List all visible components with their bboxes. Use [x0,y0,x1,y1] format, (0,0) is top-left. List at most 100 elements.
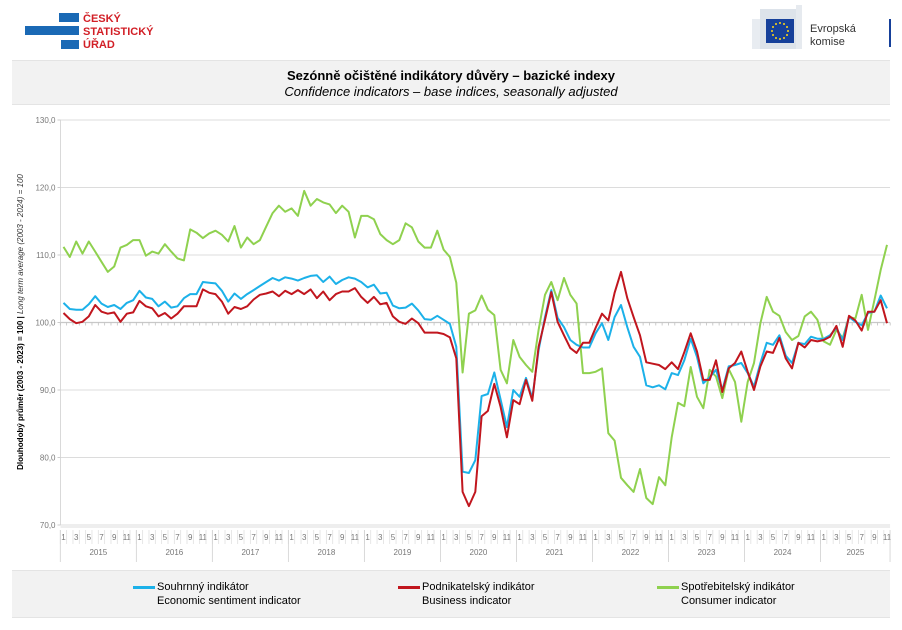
x-month-label: 1 [821,533,826,542]
x-month-label: 7 [327,533,332,542]
x-month-label: 5 [163,533,168,542]
x-month-label: 3 [606,533,611,542]
x-month-label: 7 [783,533,788,542]
x-month-label: 7 [707,533,712,542]
x-month-label: 5 [695,533,700,542]
x-year-label: 2020 [470,548,488,557]
x-month-label: 3 [226,533,231,542]
csu-logo-line1: ČESKÝ [83,12,122,25]
x-year-label: 2021 [546,548,564,557]
x-month-label: 7 [99,533,104,542]
x-month-label: 11 [503,533,512,542]
x-month-label: 7 [555,533,560,542]
x-month-label: 3 [302,533,307,542]
x-month-label: 5 [771,533,776,542]
x-month-label: 11 [579,533,588,542]
x-year-label: 2019 [394,548,412,557]
x-month-label: 1 [365,533,370,542]
x-month-label: 1 [61,533,66,542]
x-month-label: 7 [175,533,180,542]
x-month-label: 3 [150,533,155,542]
x-month-label: 9 [264,533,269,542]
y-tick-label: 90,0 [40,386,56,395]
x-month-label: 9 [568,533,573,542]
x-month-label: 3 [834,533,839,542]
x-month-label: 5 [315,533,320,542]
x-month-label: 5 [543,533,548,542]
x-month-label: 5 [391,533,396,542]
x-year-label: 2015 [89,548,107,557]
x-month-label: 9 [720,533,725,542]
csu-logo-line3: ÚŘAD [83,38,115,51]
x-month-label: 7 [859,533,864,542]
csu-logo-line2: STATISTICKÝ [83,25,154,38]
x-month-label: 11 [883,533,892,542]
legend-item-consumer: Spotřebitelský indikátor Consumer indica… [657,580,795,608]
x-month-label: 5 [467,533,472,542]
chart-title: Sezónně očištěné indikátory důvěry – baz… [286,68,615,83]
x-year-label: 2018 [318,548,336,557]
x-month-label: 1 [289,533,294,542]
y-tick-label: 130,0 [35,116,56,125]
legend-label-cz: Spotřebitelský indikátor [681,581,795,593]
x-month-label: 11 [655,533,664,542]
x-year-label: 2022 [622,548,640,557]
x-month-label: 9 [340,533,345,542]
x-month-label: 3 [454,533,459,542]
eu-logo-line1: Evropská [810,23,857,35]
y-tick-label: 100,0 [35,319,56,328]
x-month-label: 9 [188,533,193,542]
x-month-label: 3 [378,533,383,542]
x-month-label: 11 [731,533,740,542]
x-month-label: 7 [631,533,636,542]
x-month-label: 9 [492,533,497,542]
chart-title-box: Sezónně očištěné indikátory důvěry – baz… [12,60,890,105]
x-month-label: 1 [745,533,750,542]
y-tick-label: 110,0 [36,251,56,260]
legend-label-en: Consumer indicator [681,595,777,607]
legend-label-cz: Souhrnný indikátor [157,581,249,593]
x-month-label: 1 [593,533,598,542]
legend-swatch-red [398,586,420,589]
x-month-label: 11 [199,533,208,542]
x-month-label: 9 [416,533,421,542]
legend-item-economic-sentiment: Souhrnný indikátor Economic sentiment in… [133,580,301,608]
y-tick-label: 80,0 [40,454,56,463]
legend-swatch-green [657,586,679,589]
legend-label-en: Economic sentiment indicator [157,595,301,607]
x-month-label: 5 [87,533,92,542]
x-year-label: 2025 [846,548,864,557]
legend-label-cz: Podnikatelský indikátor [422,581,535,593]
x-month-label: 11 [807,533,816,542]
y-tick-label: 70,0 [40,521,56,530]
x-month-label: 3 [74,533,79,542]
x-month-label: 7 [403,533,408,542]
x-month-label: 1 [441,533,446,542]
x-month-label: 9 [112,533,117,542]
x-month-label: 11 [275,533,284,542]
x-month-label: 3 [682,533,687,542]
chart-subtitle: Confidence indicators – base indices, se… [284,84,618,99]
eu-logo-line2: komise [810,36,845,48]
x-month-label: 7 [479,533,484,542]
x-month-label: 11 [123,533,132,542]
x-month-label: 5 [239,533,244,542]
y-axis-label: Dlouhodobý průměr (2003 - 2023) = 100 | … [16,174,25,470]
eu-commission-logo: Evropská komise [752,5,891,49]
x-year-label: 2017 [241,548,259,557]
x-month-label: 7 [251,533,256,542]
x-year-label: 2016 [165,548,183,557]
x-month-label: 3 [758,533,763,542]
x-year-label: 2023 [698,548,716,557]
legend: Souhrnný indikátor Economic sentiment in… [12,570,890,618]
x-month-label: 9 [872,533,877,542]
x-month-label: 1 [213,533,218,542]
x-month-label: 1 [517,533,522,542]
csu-logo: ČESKÝ STATISTICKÝ ÚŘAD [25,12,154,51]
series-line-economic-sentiment [62,274,888,474]
legend-item-business: Podnikatelský indikátor Business indicat… [398,580,535,608]
x-month-label: 5 [847,533,852,542]
x-month-label: 5 [619,533,624,542]
series-line-business [62,270,888,508]
x-month-label: 9 [796,533,801,542]
